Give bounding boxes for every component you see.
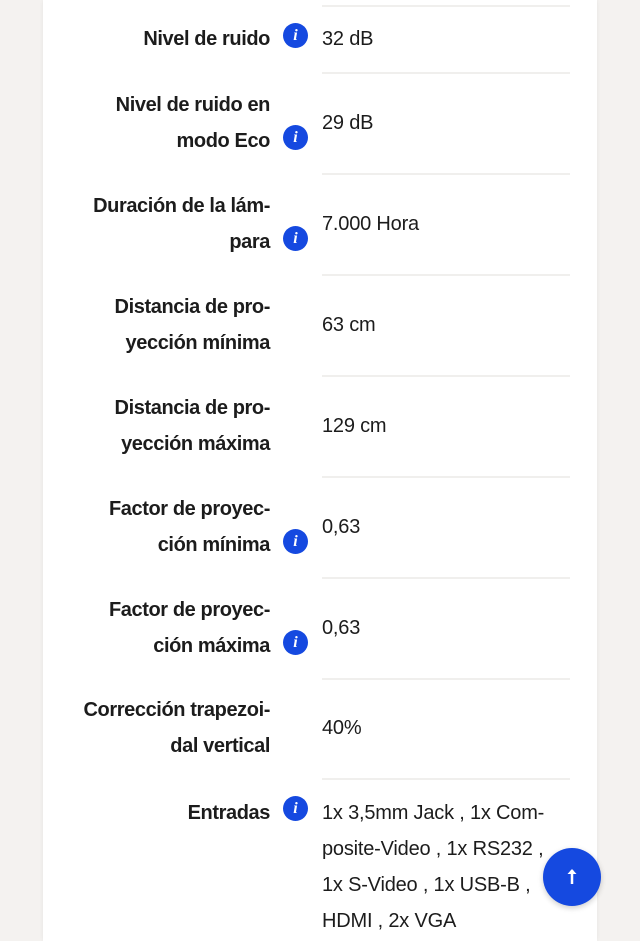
separator (322, 375, 570, 377)
spec-label: yección máxima (121, 432, 270, 455)
spec-label: Corrección trapezoi- (83, 699, 271, 721)
spec-label: dal vertical (170, 735, 270, 757)
spec-value: 29 dB (322, 111, 374, 134)
spec-label: Distancia de pro- (114, 295, 271, 318)
spec-value: 0,63 (322, 515, 361, 538)
spec-value: 32 dB (322, 27, 374, 50)
spec-label: ción mínima (157, 533, 271, 556)
spec-value: posite-Video , 1x RS232 , (322, 838, 544, 860)
separator (322, 778, 570, 780)
spec-label: Nivel de ruido (143, 27, 270, 50)
spec-value: 7.000 Hora (322, 212, 419, 235)
spec-label: Distancia de pro- (114, 396, 271, 419)
spec-label: para (229, 230, 270, 253)
separator (322, 5, 570, 7)
arrow-up-icon (567, 869, 577, 884)
spec-label: ción máxima (153, 634, 270, 657)
separator (322, 678, 570, 680)
spec-card (43, 0, 597, 941)
spec-value: 1x 3,5mm Jack , 1x Com- (322, 802, 545, 824)
info-icon[interactable]: i (283, 125, 308, 150)
spec-value: 0,63 (322, 616, 361, 639)
spec-value: 63 cm (322, 313, 376, 336)
separator (322, 274, 570, 276)
spec-label: Nivel de ruido en (115, 93, 271, 116)
separator (322, 476, 570, 478)
spec-value: 1x S-Video , 1x USB-B , (322, 874, 531, 896)
separator (322, 173, 570, 175)
spec-label: yección mínima (125, 331, 271, 354)
spec-label: Factor de proyec- (108, 497, 270, 520)
spec-label: modo Eco (176, 129, 271, 152)
info-icon[interactable]: i (283, 529, 308, 554)
scroll-top-button[interactable] (543, 848, 601, 906)
spec-label: Factor de proyec- (108, 598, 270, 621)
spec-value: HDMI , 2x VGA (322, 910, 457, 932)
separator (322, 72, 570, 74)
info-icon[interactable]: i (283, 23, 308, 48)
info-icon[interactable]: i (283, 630, 308, 655)
spec-label: Entradas (187, 802, 271, 824)
spec-value: 129 cm (322, 414, 387, 437)
separator (322, 577, 570, 579)
spec-value: 40% (322, 717, 362, 739)
info-icon[interactable]: i (283, 226, 308, 251)
info-icon[interactable]: i (283, 795, 308, 821)
spec-label: Duración de la lám- (93, 194, 270, 217)
